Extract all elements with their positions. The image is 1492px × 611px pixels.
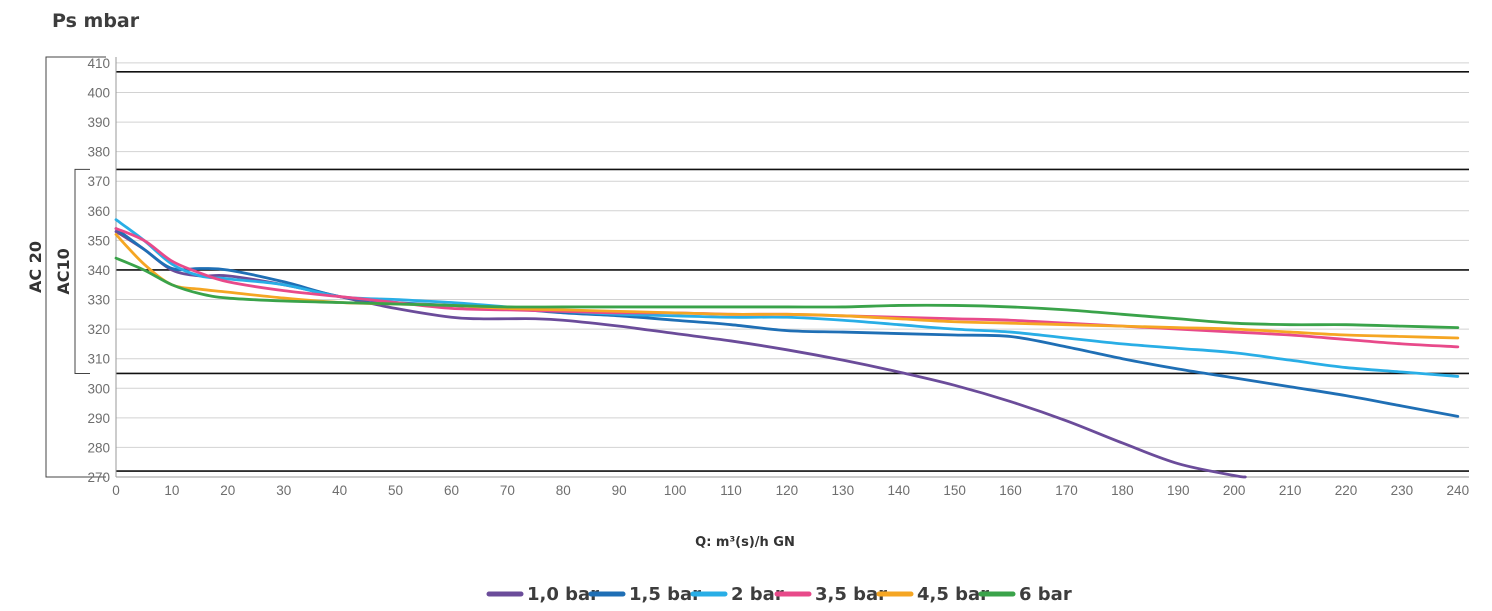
x-tick-0: 0 xyxy=(112,483,120,498)
x-tick-10: 10 xyxy=(164,483,179,498)
x-tick-60: 60 xyxy=(444,483,459,498)
x-tick-190: 190 xyxy=(1167,483,1190,498)
chart-title: Ps mbar xyxy=(52,10,140,32)
x-axis-label: Q: m³(s)/h GN xyxy=(695,535,795,550)
x-tick-210: 210 xyxy=(1279,483,1302,498)
y-tick-340: 340 xyxy=(87,263,110,278)
x-tick-70: 70 xyxy=(500,483,515,498)
y-tick-350: 350 xyxy=(87,233,110,248)
x-tick-80: 80 xyxy=(556,483,571,498)
y-tick-380: 380 xyxy=(87,145,110,160)
y-tick-300: 300 xyxy=(87,381,110,396)
x-tick-240: 240 xyxy=(1447,483,1470,498)
x-tick-40: 40 xyxy=(332,483,347,498)
grid xyxy=(116,62,1469,478)
y-tick-290: 290 xyxy=(87,411,110,426)
band-label-0: AC 20 xyxy=(26,241,45,293)
x-tick-230: 230 xyxy=(1391,483,1414,498)
legend: 1,0 bar 1,5 bar 2 bar 3,5 bar 4,5 bar 6 bar xyxy=(486,584,1072,605)
series-line-4 xyxy=(114,233,1460,340)
x-tick-labels: 0 10 20 30 40 50 60 70 80 90 100 110 120 130 140 150 160… xyxy=(112,483,1469,498)
x-tick-110: 110 xyxy=(720,483,742,498)
x-tick-20: 20 xyxy=(220,483,235,498)
band-bracket-0 xyxy=(45,56,106,478)
x-tick-220: 220 xyxy=(1335,483,1358,498)
x-tick-200: 200 xyxy=(1223,483,1246,498)
series-line-0 xyxy=(114,230,1247,479)
series-lines xyxy=(114,218,1460,479)
x-tick-140: 140 xyxy=(887,483,910,498)
x-tick-150: 150 xyxy=(943,483,966,498)
legend-label-3: 3,5 bar xyxy=(815,584,887,605)
band-bracket-1 xyxy=(74,168,90,374)
y-tick-310: 310 xyxy=(87,352,110,367)
x-tick-120: 120 xyxy=(776,483,799,498)
x-tick-30: 30 xyxy=(276,483,291,498)
y-tick-400: 400 xyxy=(87,85,110,100)
series-line-2 xyxy=(114,218,1460,378)
y-tick-320: 320 xyxy=(87,322,110,337)
axes xyxy=(115,57,1469,478)
legend-label-1: 1,5 bar xyxy=(629,584,701,605)
y-tick-280: 280 xyxy=(87,440,110,455)
x-tick-50: 50 xyxy=(388,483,403,498)
reference-lines xyxy=(116,70,1469,472)
y-tick-410: 410 xyxy=(87,56,110,71)
x-tick-180: 180 xyxy=(1111,483,1134,498)
y-tick-labels: 270 280 290 300 310 320 330 340 350 360 370 380 390 4… xyxy=(87,56,110,485)
band-label-1: AC10 xyxy=(54,248,73,294)
y-tick-370: 370 xyxy=(87,174,110,189)
legend-label-2: 2 bar xyxy=(731,584,784,605)
legend-label-0: 1,0 bar xyxy=(527,584,599,605)
y-tick-360: 360 xyxy=(87,204,110,219)
x-tick-130: 130 xyxy=(832,483,855,498)
series-line-5 xyxy=(114,256,1460,330)
x-tick-90: 90 xyxy=(612,483,627,498)
y-tick-390: 390 xyxy=(87,115,110,130)
x-tick-160: 160 xyxy=(999,483,1022,498)
series-line-1 xyxy=(114,227,1460,418)
x-tick-170: 170 xyxy=(1055,483,1078,498)
legend-label-5: 6 bar xyxy=(1019,584,1072,605)
y-tick-270: 270 xyxy=(87,470,110,485)
bands: AC 20 AC10 xyxy=(26,56,106,478)
legend-label-4: 4,5 bar xyxy=(917,584,989,605)
x-tick-100: 100 xyxy=(664,483,687,498)
y-tick-330: 330 xyxy=(87,293,110,308)
